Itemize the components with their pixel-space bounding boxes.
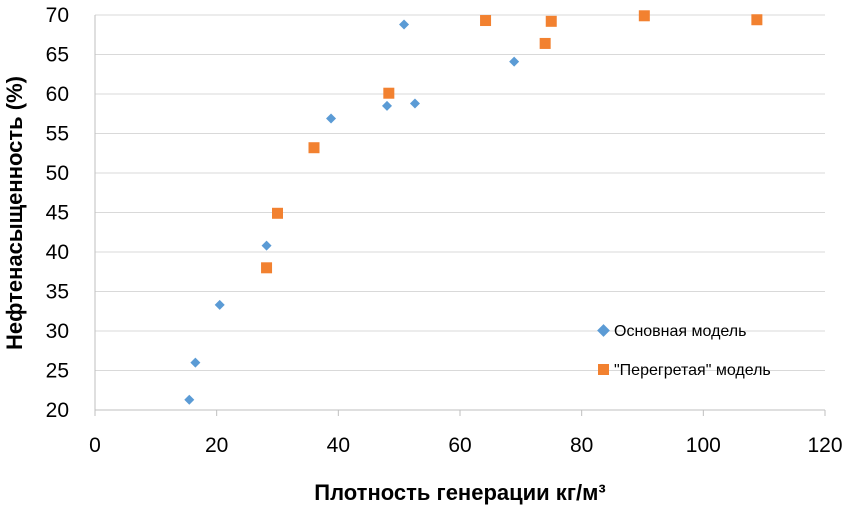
data-point-diamond: [409, 98, 420, 109]
y-tick-label: 35: [46, 281, 69, 304]
y-tick-label: 45: [46, 202, 69, 225]
x-tick-label: 20: [205, 434, 228, 457]
data-point-diamond: [190, 357, 201, 368]
data-point-square: [383, 87, 395, 99]
data-point-square: [308, 142, 320, 154]
data-point-diamond: [382, 100, 392, 111]
y-tick-label: 30: [46, 320, 69, 343]
data-point-diamond: [261, 240, 272, 251]
data-point-diamond: [214, 299, 225, 310]
y-tick-label: 65: [46, 44, 69, 67]
legend-marker-square: [598, 364, 609, 375]
data-point-square: [539, 37, 551, 49]
data-point-square: [261, 262, 273, 274]
data-point-square: [638, 10, 650, 22]
data-point-square: [480, 15, 492, 27]
legend-marker-diamond: [597, 324, 610, 337]
points-layer: [184, 10, 763, 405]
data-point-square: [545, 15, 557, 27]
y-tick-label: 70: [46, 4, 69, 27]
tick-label-layer: 20 25 30 35 40 45 50 55 60 65 70 0 20 40 60 80 100 120: [46, 4, 843, 457]
y-tick-label: 55: [46, 123, 69, 146]
x-tick-label: 0: [89, 434, 101, 457]
data-point-diamond: [399, 19, 410, 30]
x-tick-label: 120: [807, 434, 842, 457]
x-axis-title: Плотность генерации кг/м³: [314, 480, 605, 505]
data-point-square: [751, 14, 763, 26]
data-point-diamond: [184, 394, 195, 405]
data-point-diamond: [509, 56, 520, 67]
legend-item-overheated: "Перегретая" модель: [598, 362, 771, 379]
y-tick-label: 20: [46, 399, 69, 422]
data-point-diamond: [326, 113, 337, 124]
data-point-square: [272, 207, 283, 219]
x-tick-label: 80: [570, 434, 593, 457]
x-tick-label: 60: [448, 434, 471, 457]
y-tick-label: 50: [46, 162, 69, 185]
grid-layer: [95, 14, 825, 371]
x-tick-label: 40: [327, 434, 350, 457]
y-tick-label: 40: [46, 241, 69, 264]
y-axis-title: Нефтенасыщенность (%): [2, 76, 27, 350]
axis-layer: [94, 15, 826, 416]
y-tick-label: 25: [46, 360, 69, 383]
legend-label-overheated: "Перегретая" модель: [614, 362, 771, 379]
y-tick-label: 60: [46, 83, 69, 106]
legend: Основная модель "Перегретая" модель: [597, 323, 771, 379]
x-tick-label: 100: [686, 434, 721, 457]
legend-item-main: Основная модель: [597, 323, 746, 340]
legend-label-main: Основная модель: [614, 323, 746, 340]
